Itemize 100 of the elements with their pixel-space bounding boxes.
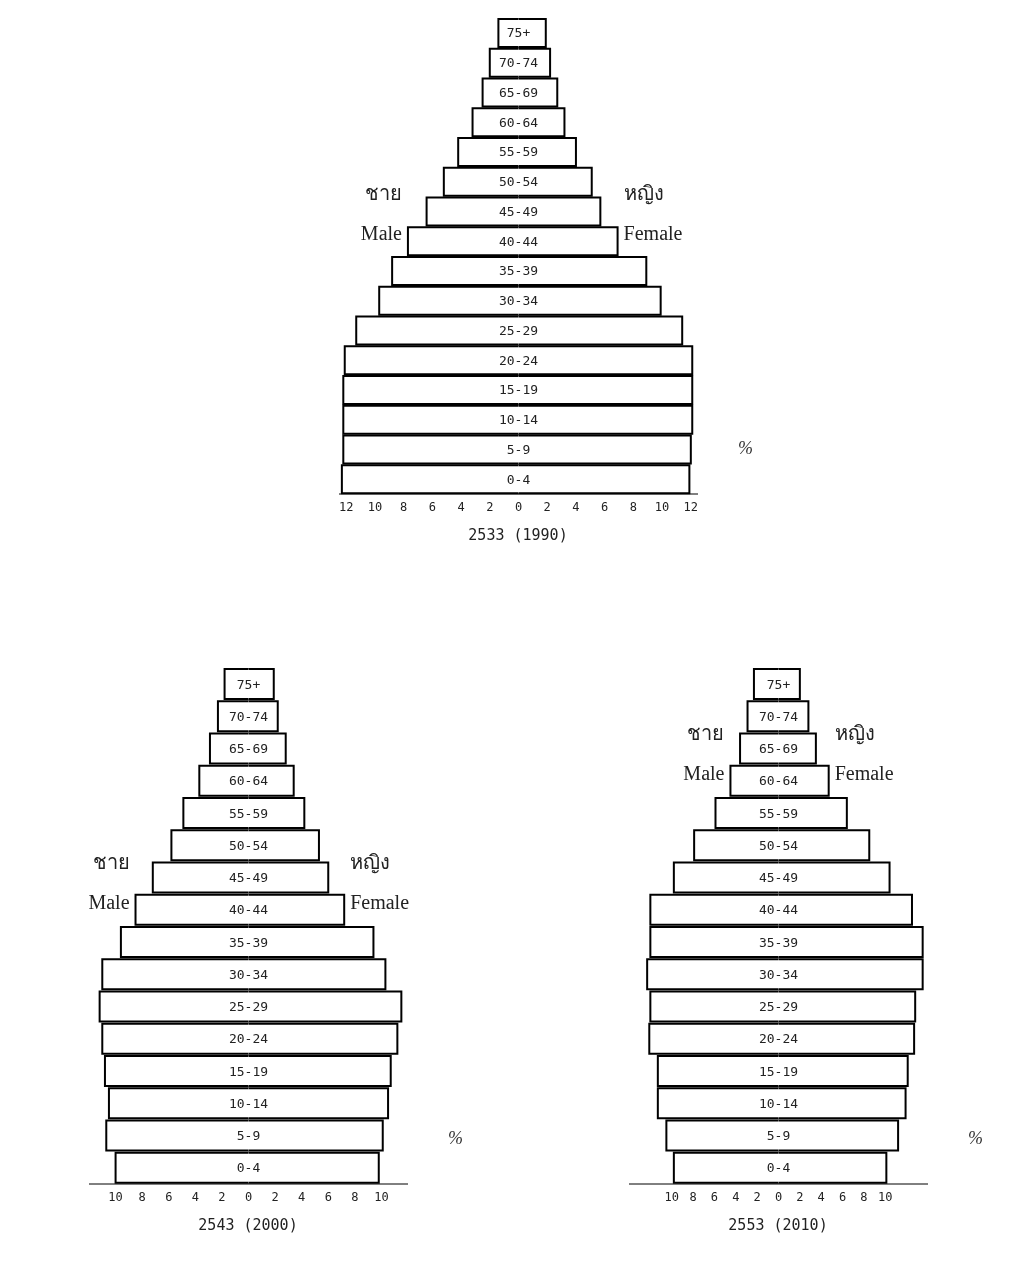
y-tick-label: 0-4 (506, 471, 531, 487)
y-tick-label: 70-74 (758, 708, 799, 724)
y-tick-label: 10-14 (498, 412, 539, 428)
y-tick-label: 55-59 (228, 805, 269, 821)
y-tick-label: 70-74 (498, 55, 539, 71)
y-tick-label: 55-59 (758, 805, 799, 821)
x-tick-label: 4 (298, 1189, 306, 1204)
y-tick-label: 75+ (236, 676, 261, 692)
x-tick-label: 4 (457, 499, 465, 514)
y-tick-label: 35-39 (498, 263, 539, 279)
y-tick-label: 30-34 (228, 966, 269, 982)
y-tick-label: 70-74 (228, 708, 269, 724)
series-label: Female (834, 760, 894, 786)
y-tick-label: 20-24 (758, 1031, 799, 1047)
annotation: ชาย (91, 849, 130, 875)
y-tick-label: 10-14 (228, 1095, 269, 1111)
series-label: Male (88, 889, 130, 915)
y-tick-label: 65-69 (228, 741, 269, 757)
y-tick-label: 60-64 (498, 114, 539, 130)
x-tick-label: 0 (514, 499, 523, 514)
y-tick-label: 20-24 (498, 352, 539, 368)
x-tick-label: 10 (374, 1189, 389, 1204)
y-tick-label: 55-59 (498, 144, 539, 160)
x-tick-label: 6 (165, 1189, 173, 1204)
y-tick-label: 30-34 (498, 293, 539, 309)
y-tick-label: 40-44 (228, 902, 269, 918)
annotation: หญิง (350, 849, 392, 876)
y-tick-label: 65-69 (758, 741, 799, 757)
x-axis-title: % (968, 1128, 983, 1149)
y-tick-label: 15-19 (498, 382, 539, 398)
y-tick-label: 40-44 (498, 233, 539, 249)
y-tick-label: 40-44 (758, 902, 799, 918)
x-tick-label: 2 (543, 499, 551, 514)
x-tick-label: 2 (486, 499, 494, 514)
x-tick-label: 2 (753, 1189, 761, 1204)
x-tick-label: 2 (796, 1189, 804, 1204)
x-tick-label: 10 (108, 1189, 123, 1204)
y-tick-label: 25-29 (498, 322, 539, 338)
x-tick-label: 8 (400, 499, 408, 514)
y-tick-label: 45-49 (498, 203, 539, 219)
y-tick-label: 75+ (506, 25, 531, 41)
x-tick-label: 6 (324, 1189, 332, 1204)
y-tick-label: 30-34 (758, 966, 799, 982)
x-tick-label: 8 (860, 1189, 868, 1204)
y-tick-label: 20-24 (228, 1031, 269, 1047)
y-tick-label: 15-19 (228, 1063, 269, 1079)
x-tick-label: 6 (428, 499, 436, 514)
y-tick-label: 75+ (766, 676, 791, 692)
x-axis-title: % (738, 438, 753, 459)
y-tick-label: 50-54 (498, 174, 539, 190)
y-tick-label: 25-29 (228, 999, 269, 1015)
y-tick-label: 50-54 (758, 837, 799, 853)
y-tick-label: 0-4 (236, 1160, 261, 1176)
y-tick-label: 0-4 (766, 1160, 791, 1176)
x-tick-label: 10 (654, 499, 670, 514)
x-tick-label: 4 (191, 1189, 199, 1204)
y-tick-label: 60-64 (758, 773, 799, 789)
y-tick-label: 35-39 (758, 934, 799, 950)
x-tick-label: 10 (878, 1189, 893, 1204)
annotation: ชาย (686, 720, 725, 746)
x-tick-label: 0 (244, 1189, 253, 1204)
y-tick-label: 10-14 (758, 1095, 799, 1111)
y-tick-label: 50-54 (228, 837, 269, 853)
y-tick-label: 5-9 (506, 441, 531, 457)
x-tick-label: 8 (138, 1189, 146, 1204)
x-tick-label: 4 (732, 1189, 740, 1204)
x-axis-title: % (448, 1128, 463, 1149)
y-tick-label: 60-64 (228, 773, 269, 789)
text: 2543 (2000) (197, 1216, 299, 1234)
series-label: Male (360, 221, 402, 247)
text: 2553 (2010) (727, 1216, 829, 1234)
x-tick-label: 0 (774, 1189, 783, 1204)
y-tick-label: 45-49 (758, 870, 799, 886)
x-tick-label: 12 (338, 499, 354, 514)
annotation: หญิง (834, 720, 876, 747)
y-tick-label: 45-49 (228, 870, 269, 886)
text: 2533 (1990) (467, 526, 569, 544)
series-label: Male (683, 760, 725, 786)
x-tick-label: 4 (817, 1189, 825, 1204)
y-tick-label: 25-29 (758, 999, 799, 1015)
y-tick-label: 5-9 (766, 1128, 791, 1144)
annotation: หญิง (623, 181, 665, 207)
x-tick-label: 8 (351, 1189, 359, 1204)
y-tick-label: 35-39 (228, 934, 269, 950)
x-tick-label: 6 (710, 1189, 719, 1204)
x-tick-label: 12 (683, 499, 699, 514)
y-tick-label: 15-19 (758, 1063, 799, 1079)
x-tick-label: 2 (218, 1189, 226, 1204)
series-label: Female (350, 889, 410, 915)
x-tick-label: 6 (601, 499, 609, 514)
x-tick-label: 10 (664, 1189, 679, 1204)
x-tick-label: 2 (271, 1189, 279, 1204)
y-tick-label: 65-69 (498, 84, 539, 100)
y-tick-label: 5-9 (236, 1128, 261, 1144)
series-label: Female (623, 221, 683, 247)
annotation: ชาย (363, 181, 402, 207)
x-tick-label: 6 (838, 1189, 847, 1204)
x-tick-label: 10 (367, 499, 383, 514)
x-tick-label: 4 (572, 499, 580, 514)
x-tick-label: 8 (689, 1189, 697, 1204)
